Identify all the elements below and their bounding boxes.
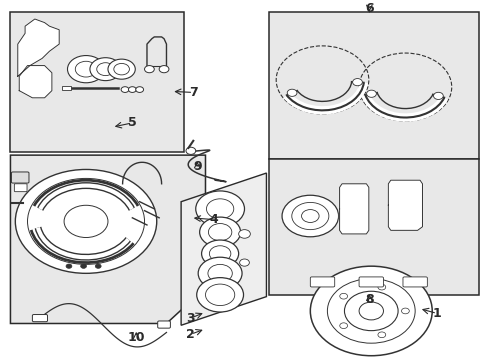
Circle shape xyxy=(239,259,249,266)
Circle shape xyxy=(90,58,121,81)
Circle shape xyxy=(286,89,296,96)
Circle shape xyxy=(238,230,250,238)
Circle shape xyxy=(108,59,135,79)
Circle shape xyxy=(64,205,108,238)
Circle shape xyxy=(201,240,238,267)
Text: 8: 8 xyxy=(364,293,373,306)
Circle shape xyxy=(366,90,376,97)
Text: 7: 7 xyxy=(188,86,197,99)
Circle shape xyxy=(128,87,136,93)
Text: 6: 6 xyxy=(364,3,373,15)
Circle shape xyxy=(198,257,242,289)
Circle shape xyxy=(433,92,443,99)
Circle shape xyxy=(282,195,338,237)
FancyBboxPatch shape xyxy=(11,172,29,183)
Polygon shape xyxy=(10,155,205,324)
Text: 2: 2 xyxy=(186,328,195,341)
Circle shape xyxy=(199,217,240,247)
Circle shape xyxy=(310,266,431,356)
Circle shape xyxy=(121,87,129,93)
Text: 3: 3 xyxy=(186,312,195,325)
Circle shape xyxy=(352,78,362,86)
FancyBboxPatch shape xyxy=(402,277,427,287)
Circle shape xyxy=(95,264,101,268)
Polygon shape xyxy=(18,19,59,76)
Text: 1: 1 xyxy=(432,307,441,320)
Circle shape xyxy=(185,147,195,154)
Circle shape xyxy=(159,66,168,73)
Circle shape xyxy=(81,264,86,268)
Polygon shape xyxy=(387,180,422,230)
Text: 5: 5 xyxy=(128,116,137,129)
Circle shape xyxy=(195,191,244,227)
FancyBboxPatch shape xyxy=(32,315,47,322)
Circle shape xyxy=(67,55,104,83)
Text: 4: 4 xyxy=(209,213,218,226)
FancyBboxPatch shape xyxy=(310,277,334,287)
Circle shape xyxy=(66,264,72,268)
Text: 10: 10 xyxy=(127,330,145,343)
FancyBboxPatch shape xyxy=(158,321,170,328)
Polygon shape xyxy=(19,66,52,98)
Polygon shape xyxy=(181,173,266,325)
Bar xyxy=(10,12,183,152)
Bar xyxy=(268,159,478,295)
Polygon shape xyxy=(339,184,368,234)
Bar xyxy=(268,12,478,159)
FancyBboxPatch shape xyxy=(14,184,27,192)
Circle shape xyxy=(15,170,157,273)
Circle shape xyxy=(196,278,243,312)
Text: 9: 9 xyxy=(192,160,201,173)
FancyBboxPatch shape xyxy=(358,277,383,287)
Circle shape xyxy=(144,66,154,73)
FancyBboxPatch shape xyxy=(61,86,71,90)
Circle shape xyxy=(344,291,397,330)
Circle shape xyxy=(136,87,143,93)
